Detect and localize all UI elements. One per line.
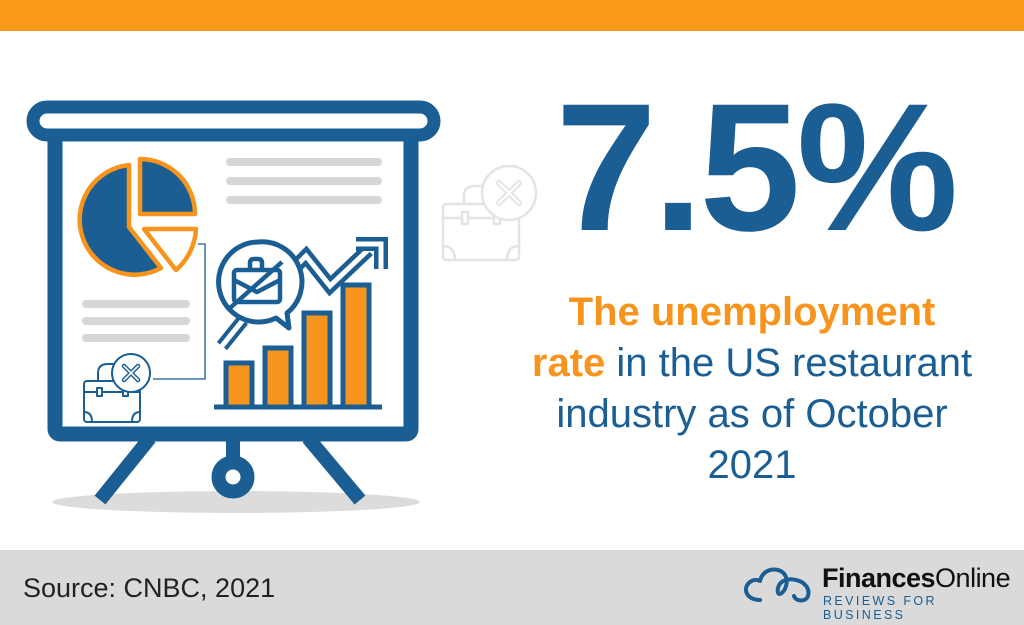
text-lines-left (82, 300, 190, 342)
stat-text-2: industry as of October (556, 392, 948, 436)
logo-wordmark-bold: Finances (822, 563, 936, 593)
job-search-magnifier-icon (216, 239, 305, 351)
source-citation: Source: CNBC, 2021 (23, 573, 276, 603)
logo-tagline: REVIEWS FOR BUSINESS (823, 594, 937, 622)
stat-text-3: 2021 (707, 443, 797, 487)
board-shadow (52, 491, 420, 513)
logo-wordmark-light: Online (935, 563, 1011, 593)
presentation-board-icon (26, 100, 538, 513)
financesonline-logo[interactable]: FinancesOnline REVIEWS FOR BUSINESS (740, 562, 1020, 622)
stat-value: 7.5% (555, 65, 959, 269)
no-job-briefcase-icon (83, 353, 151, 423)
faded-briefcase-icon (441, 164, 538, 262)
cloud-logo-icon (743, 567, 811, 603)
stat-description: The unemployment rate in the US restaura… (480, 287, 1024, 491)
text-lines-top (226, 158, 382, 204)
logo-wordmark: FinancesOnline (822, 562, 1011, 594)
stat-highlight-2: rate (531, 341, 606, 385)
trend-arrow-icon (291, 237, 388, 297)
easel-knob (211, 455, 255, 499)
connector-line (153, 243, 206, 380)
footer-bar: Source: CNBC, 2021 FinancesOnline REVIEW… (0, 550, 1024, 625)
stat-highlight-1: The unemployment (568, 290, 936, 334)
top-accent-band (0, 0, 1024, 31)
pie-chart-icon (77, 156, 199, 277)
bar-chart-icon (214, 282, 382, 410)
stat-text-1: in the US restaurant (605, 341, 973, 385)
roller-bar (26, 100, 441, 142)
